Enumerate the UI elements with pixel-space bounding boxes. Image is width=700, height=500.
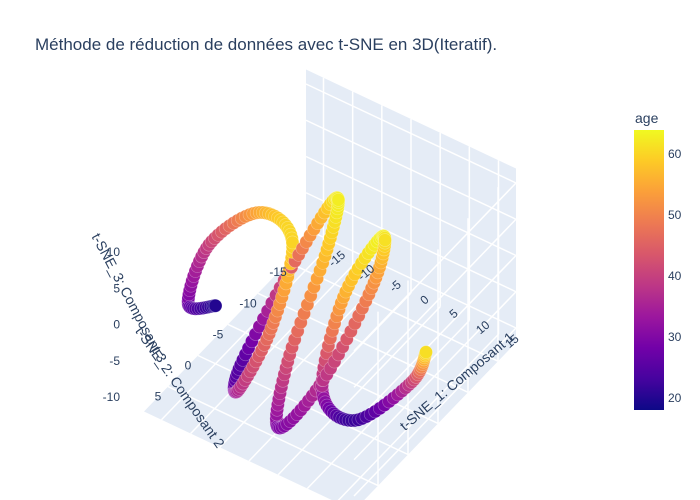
y-tick-label: -5 [213, 327, 224, 341]
z-tick-label: -10 [103, 390, 121, 404]
gridline-z-wall-yz [353, 327, 517, 497]
gridline-z-wall-xz [305, 155, 517, 257]
gridline-x-floor [337, 333, 500, 500]
data-point [285, 235, 300, 250]
colorbar-tick-label: 30 [668, 329, 682, 344]
y-tick-label: 0 [185, 359, 192, 373]
colorbar-tick-label: 60 [668, 147, 682, 162]
colorbar-tick-label: 40 [668, 269, 682, 284]
colorbar [634, 130, 664, 410]
z-axis-title: t-SNE_3: Composant 3 [89, 230, 171, 365]
data-points [181, 190, 433, 435]
colorbar-title: age [635, 110, 659, 126]
gridline-y-floor [167, 385, 379, 487]
gridline-z-wall-yz [353, 291, 517, 461]
gridline-z-wall-xz [305, 228, 517, 329]
z-tick-label: 5 [113, 281, 120, 295]
z-tick-label: -5 [109, 354, 120, 368]
gridline-x-floor [190, 264, 354, 435]
gridlines [160, 77, 517, 500]
data-point [419, 345, 433, 359]
z-tick-label: 0 [113, 318, 120, 332]
data-point [331, 193, 346, 207]
gridline-z-wall-xz [305, 83, 517, 184]
data-point [378, 233, 392, 247]
z-tick-label: 10 [107, 245, 121, 259]
gridline-z-wall-yz [353, 254, 517, 425]
data-point [208, 298, 223, 313]
gridline-x-floor [160, 251, 325, 421]
y-tick-label: -10 [239, 296, 257, 310]
colorbar-tick-label: 50 [668, 208, 682, 223]
gridline-y-floor [257, 292, 469, 393]
y-tick-label: 5 [155, 390, 162, 404]
gridline-z-wall-xz [305, 119, 517, 220]
colorbar-tick-label: 20 [668, 390, 682, 405]
gridline-x-floor [219, 278, 383, 448]
gridline-z-wall-yz [353, 218, 517, 388]
axis-planes [144, 69, 516, 500]
y-tick-label: -15 [269, 265, 287, 279]
gridline-z-wall-yz [353, 182, 517, 352]
gridline-x-floor [277, 306, 441, 476]
chart-title: Méthode de réduction de données avec t-S… [35, 35, 498, 54]
